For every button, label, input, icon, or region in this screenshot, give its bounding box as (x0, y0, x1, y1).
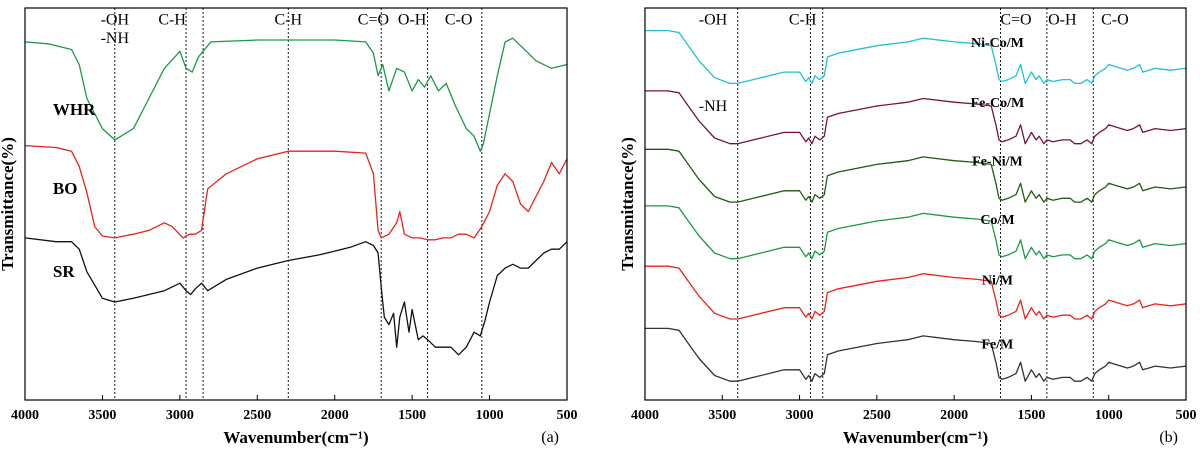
series-label-fe-co-m: Fe-Co/M (971, 96, 1025, 111)
x-tick-label-4000: 4000 (11, 408, 39, 423)
series-label-co-m: Co/M (980, 213, 1014, 228)
plot-frame (24, 7, 568, 401)
series-line-ni-co-m (645, 29, 1187, 85)
band-label-oh-0: -OH (101, 11, 130, 28)
series-label-ni-m: Ni/M (982, 273, 1013, 288)
x-tick-label-3500: 3500 (88, 408, 116, 423)
band-label-nh-1: -NH (699, 98, 728, 115)
band-label-oh-4: O-H (1048, 11, 1077, 28)
y-axis-label: Transmittance(%) (618, 137, 637, 271)
x-tick-label-1500: 1500 (398, 408, 426, 423)
series-line-co-m (645, 205, 1187, 260)
series-label-sr: SR (53, 262, 75, 281)
x-tick-label-4000: 4000 (631, 408, 659, 423)
band-label-co-4: C=O (358, 11, 389, 28)
series-label-fe-ni-m: Fe-Ni/M (972, 155, 1023, 170)
band-label-oh-5: O-H (398, 11, 427, 28)
series-label-bo: BO (53, 179, 78, 198)
band-label-oh-0: -OH (699, 11, 728, 28)
series-line-fe-co-m (645, 90, 1187, 145)
x-tick-label-1000: 1000 (476, 408, 504, 423)
x-tick-label-1500: 1500 (1017, 408, 1045, 423)
series-label-whr: WHR (53, 100, 96, 119)
x-tick-label-3500: 3500 (708, 408, 736, 423)
panel-b: 4000 3500 3000 2500 2000 1500 1000 500 -OH -NH C-H… (618, 7, 1197, 447)
band-label-ch-2: C-H (789, 11, 817, 28)
series-label-ni-co-m: Ni-Co/M (971, 36, 1024, 51)
x-tick-label-2500: 2500 (243, 408, 271, 423)
series-line-whr (24, 37, 568, 152)
x-tick-label-3000: 3000 (166, 408, 194, 423)
series-label-fe-m: Fe/M (981, 337, 1013, 352)
panel-label: (a) (541, 429, 559, 446)
x-tick-label-2000: 2000 (940, 408, 968, 423)
plot-frame (644, 7, 1187, 401)
x-tick-label-2500: 2500 (863, 408, 891, 423)
series-line-bo (24, 144, 568, 241)
x-tick-label-500: 500 (1176, 408, 1197, 423)
series-line-fe-ni-m (645, 148, 1187, 203)
x-tick-label-2000: 2000 (321, 408, 349, 423)
x-tick-label-1000: 1000 (1095, 408, 1123, 423)
series-line-sr (24, 237, 568, 356)
band-label-co-3: C=O (1000, 11, 1031, 28)
x-axis-label: Wavenumber(cm⁻¹) (843, 428, 988, 447)
panel-label: (b) (1159, 429, 1178, 446)
x-tick-label-3000: 3000 (786, 408, 814, 423)
x-axis-label: Wavenumber(cm⁻¹) (223, 428, 368, 447)
series-line-fe-m (645, 327, 1187, 382)
panel-a: 4000 3500 3000 2500 2000 1500 1000 500 -OH -NH C-H… (0, 7, 578, 447)
band-label-ch-2: C-H (158, 11, 186, 28)
band-label-nh-1: -NH (101, 30, 130, 47)
band-label-co-5: C-O (1101, 11, 1129, 28)
y-axis-label: Transmittance(%) (0, 137, 17, 271)
band-label-co-6: C-O (445, 11, 473, 28)
band-label-ch-3: C-H (274, 11, 302, 28)
x-tick-label-500: 500 (557, 408, 578, 423)
series-line-ni-m (645, 265, 1187, 320)
